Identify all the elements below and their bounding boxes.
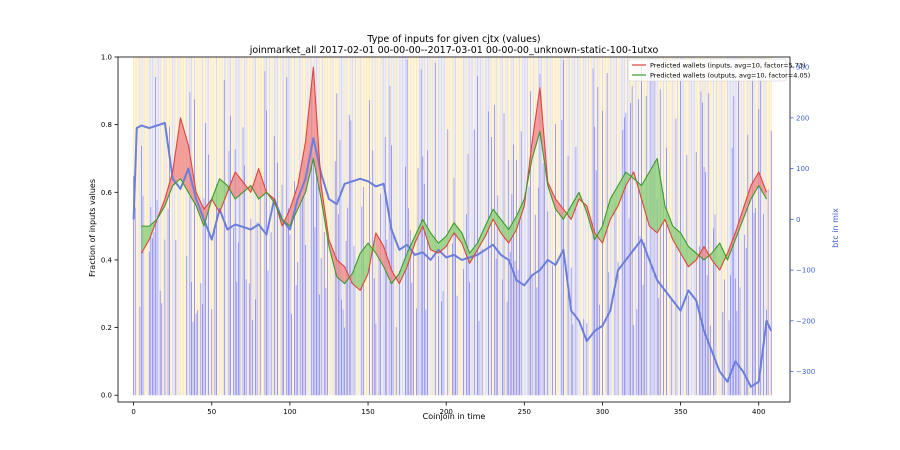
y2-tick-label: 200 — [796, 114, 809, 122]
fill-between-segment — [657, 158, 665, 233]
outputs-wallets-line — [141, 130, 768, 285]
x-tick-label: 0 — [131, 408, 135, 416]
fill-between-segment — [414, 219, 423, 244]
fill-between-segment — [235, 172, 244, 200]
y2-tick-label: 100 — [796, 165, 809, 173]
fill-between-segment — [383, 246, 392, 284]
fill-between-segment — [493, 209, 501, 233]
plot-area — [117, 56, 791, 403]
fill-between-segment — [602, 199, 611, 244]
fill-between-segment — [485, 209, 494, 237]
inputs-wallets-line — [140, 66, 768, 291]
fill-between-segment — [649, 158, 658, 233]
fill-between-segment — [672, 226, 681, 254]
y-axis-right: 300 200 100 0 −100 −200 −300 — [790, 64, 815, 376]
legend-box — [627, 58, 787, 82]
legend: Predicted wallets (inputs, avg=10, facto… — [627, 58, 810, 82]
y-tick-label: 0.6 — [101, 189, 113, 197]
fill-between-segment — [399, 253, 408, 284]
fill-between-segment — [664, 205, 673, 240]
fill-between-segment — [641, 172, 650, 227]
fill-between-segment — [555, 199, 564, 220]
fill-between-segment — [727, 232, 736, 260]
y-tick-label: 1.0 — [101, 54, 112, 62]
x-tick-label: 200 — [439, 408, 452, 416]
legend-label-outputs: Predicted wallets (outputs, avg=10, fact… — [650, 72, 810, 80]
fill-between-segment — [758, 172, 767, 200]
y-tick-label: 0.0 — [101, 392, 112, 400]
y-tick-label: 0.4 — [101, 256, 113, 264]
fill-between-segment — [532, 87, 540, 159]
x-tick-label: 400 — [752, 408, 765, 416]
fill-between-segment — [680, 232, 689, 267]
x-axis: 0 50 100 150 200 250 300 350 400 — [131, 402, 765, 416]
fill-between-segment — [243, 182, 251, 193]
fill-between-segment — [438, 236, 447, 254]
y-axis-label: Fraction of inputs values — [88, 179, 97, 277]
fill-between-segment — [500, 219, 509, 244]
y2-tick-label: 0 — [796, 216, 800, 224]
fill-between-segment — [618, 172, 626, 206]
y2-tick-label: 300 — [796, 64, 809, 72]
y2-axis-label: btc in mix — [831, 208, 840, 248]
fill-between-segment — [336, 259, 345, 284]
fill-between-segment — [719, 243, 728, 271]
x-tick-label: 300 — [596, 408, 609, 416]
fill-between-segment — [711, 243, 720, 271]
x-tick-label: 50 — [207, 408, 216, 416]
fill-between-segment — [446, 222, 454, 247]
fill-between-segment — [610, 185, 619, 220]
fill-between-segment — [352, 253, 361, 291]
x-tick-label: 350 — [674, 408, 687, 416]
series-lines-layer — [132, 66, 773, 388]
plot-border — [117, 56, 791, 403]
x-tick-label: 150 — [361, 408, 374, 416]
fill-between-segment — [305, 67, 314, 193]
fill-between-segment — [508, 215, 517, 244]
y2-tick-label: −100 — [796, 267, 815, 275]
bars-layer — [133, 57, 772, 396]
chart-title: Type of inputs for given cjtx (values) — [366, 34, 540, 45]
chart-subtitle: joinmarket_all 2017-02-01 00-00-00--2017… — [249, 45, 659, 56]
fill-between-segment — [227, 172, 236, 200]
y2-tick-label: −200 — [796, 317, 815, 325]
fill-between-segment — [375, 232, 384, 267]
legend-label-inputs: Predicted wallets (inputs, avg=10, facto… — [650, 62, 806, 70]
btc-in-mix-line — [132, 121, 773, 388]
fill-between-segment — [750, 172, 759, 200]
fill-between-segment — [430, 232, 439, 254]
fill-between-segment — [211, 178, 220, 213]
x-tick-label: 250 — [518, 408, 531, 416]
fill-between-segment — [289, 185, 298, 227]
fill-between-segment — [743, 185, 751, 220]
y-tick-label: 0.8 — [101, 121, 112, 129]
fill-between-segment — [454, 222, 462, 244]
fill-between-segment — [360, 243, 369, 291]
x-axis-label: Coinjoin in time — [423, 412, 486, 421]
fill-between-segment — [219, 178, 228, 213]
fill-between-segment — [461, 232, 470, 264]
fill-between-segment — [571, 192, 580, 220]
fill-between-segment — [469, 243, 478, 264]
x-tick-label: 100 — [283, 408, 296, 416]
fill-between-segment — [141, 226, 150, 254]
y-axis-left: 0.0 0.2 0.4 0.6 0.8 1.0 — [101, 54, 118, 400]
fill-between-segment — [477, 226, 486, 250]
y-tick-label: 0.2 — [101, 324, 112, 332]
fill-between-segment — [344, 266, 353, 284]
y2-tick-label: −300 — [796, 368, 815, 376]
